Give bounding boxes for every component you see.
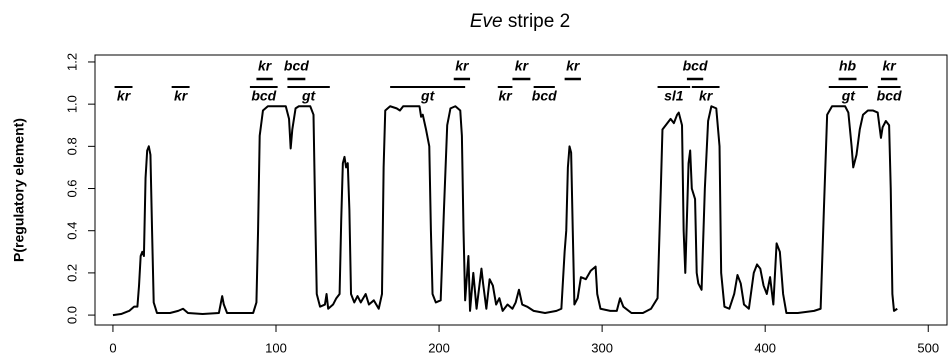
y-tick-label: 0.2 xyxy=(64,264,79,282)
annotation-label: kr xyxy=(515,58,530,74)
annotation-label: gt xyxy=(420,88,436,104)
title-italic: Eve xyxy=(470,11,503,32)
annotation-label: kr xyxy=(498,88,513,104)
x-tick-label: 200 xyxy=(428,340,450,355)
annotation-label: gt xyxy=(841,88,857,104)
annotation-label: bcd xyxy=(251,88,276,104)
title-rest: stripe 2 xyxy=(508,11,570,32)
chart-title: Eve stripe 2 xyxy=(470,11,570,32)
annotation-label: kr xyxy=(566,58,581,74)
annotation-label: kr xyxy=(882,58,897,74)
annotation-label: gt xyxy=(301,88,317,104)
annotation-label: sl1 xyxy=(664,88,684,104)
x-tick-label: 400 xyxy=(754,340,776,355)
x-tick-label: 300 xyxy=(591,340,613,355)
annotation-label: bcd xyxy=(532,88,557,104)
x-tick-label: 500 xyxy=(917,340,939,355)
annotation-label: bcd xyxy=(877,88,902,104)
annotation-label: kr xyxy=(455,58,470,74)
annotation-label: kr xyxy=(699,88,714,104)
annotation-label: kr xyxy=(258,58,273,74)
line xyxy=(112,105,898,317)
annotation-label: hb xyxy=(839,58,857,74)
annotation-label: kr xyxy=(117,88,132,104)
y-tick-label: 1.2 xyxy=(64,53,79,71)
y-tick-label: 0.4 xyxy=(64,222,79,240)
x-tick-label: 100 xyxy=(265,340,287,355)
annotation-label: bcd xyxy=(284,58,309,74)
y-tick-label: 0.8 xyxy=(64,137,79,155)
annotation-label: bcd xyxy=(683,58,708,74)
plot-frame xyxy=(94,54,948,326)
y-axis-label: P(regulatory element) xyxy=(11,118,27,262)
y-tick-label: 0.0 xyxy=(64,306,79,324)
x-tick-label: 0 xyxy=(109,340,116,355)
annotation-label: kr xyxy=(174,88,189,104)
y-tick-label: 1.0 xyxy=(64,95,79,113)
y-tick-label: 0.6 xyxy=(64,179,79,197)
